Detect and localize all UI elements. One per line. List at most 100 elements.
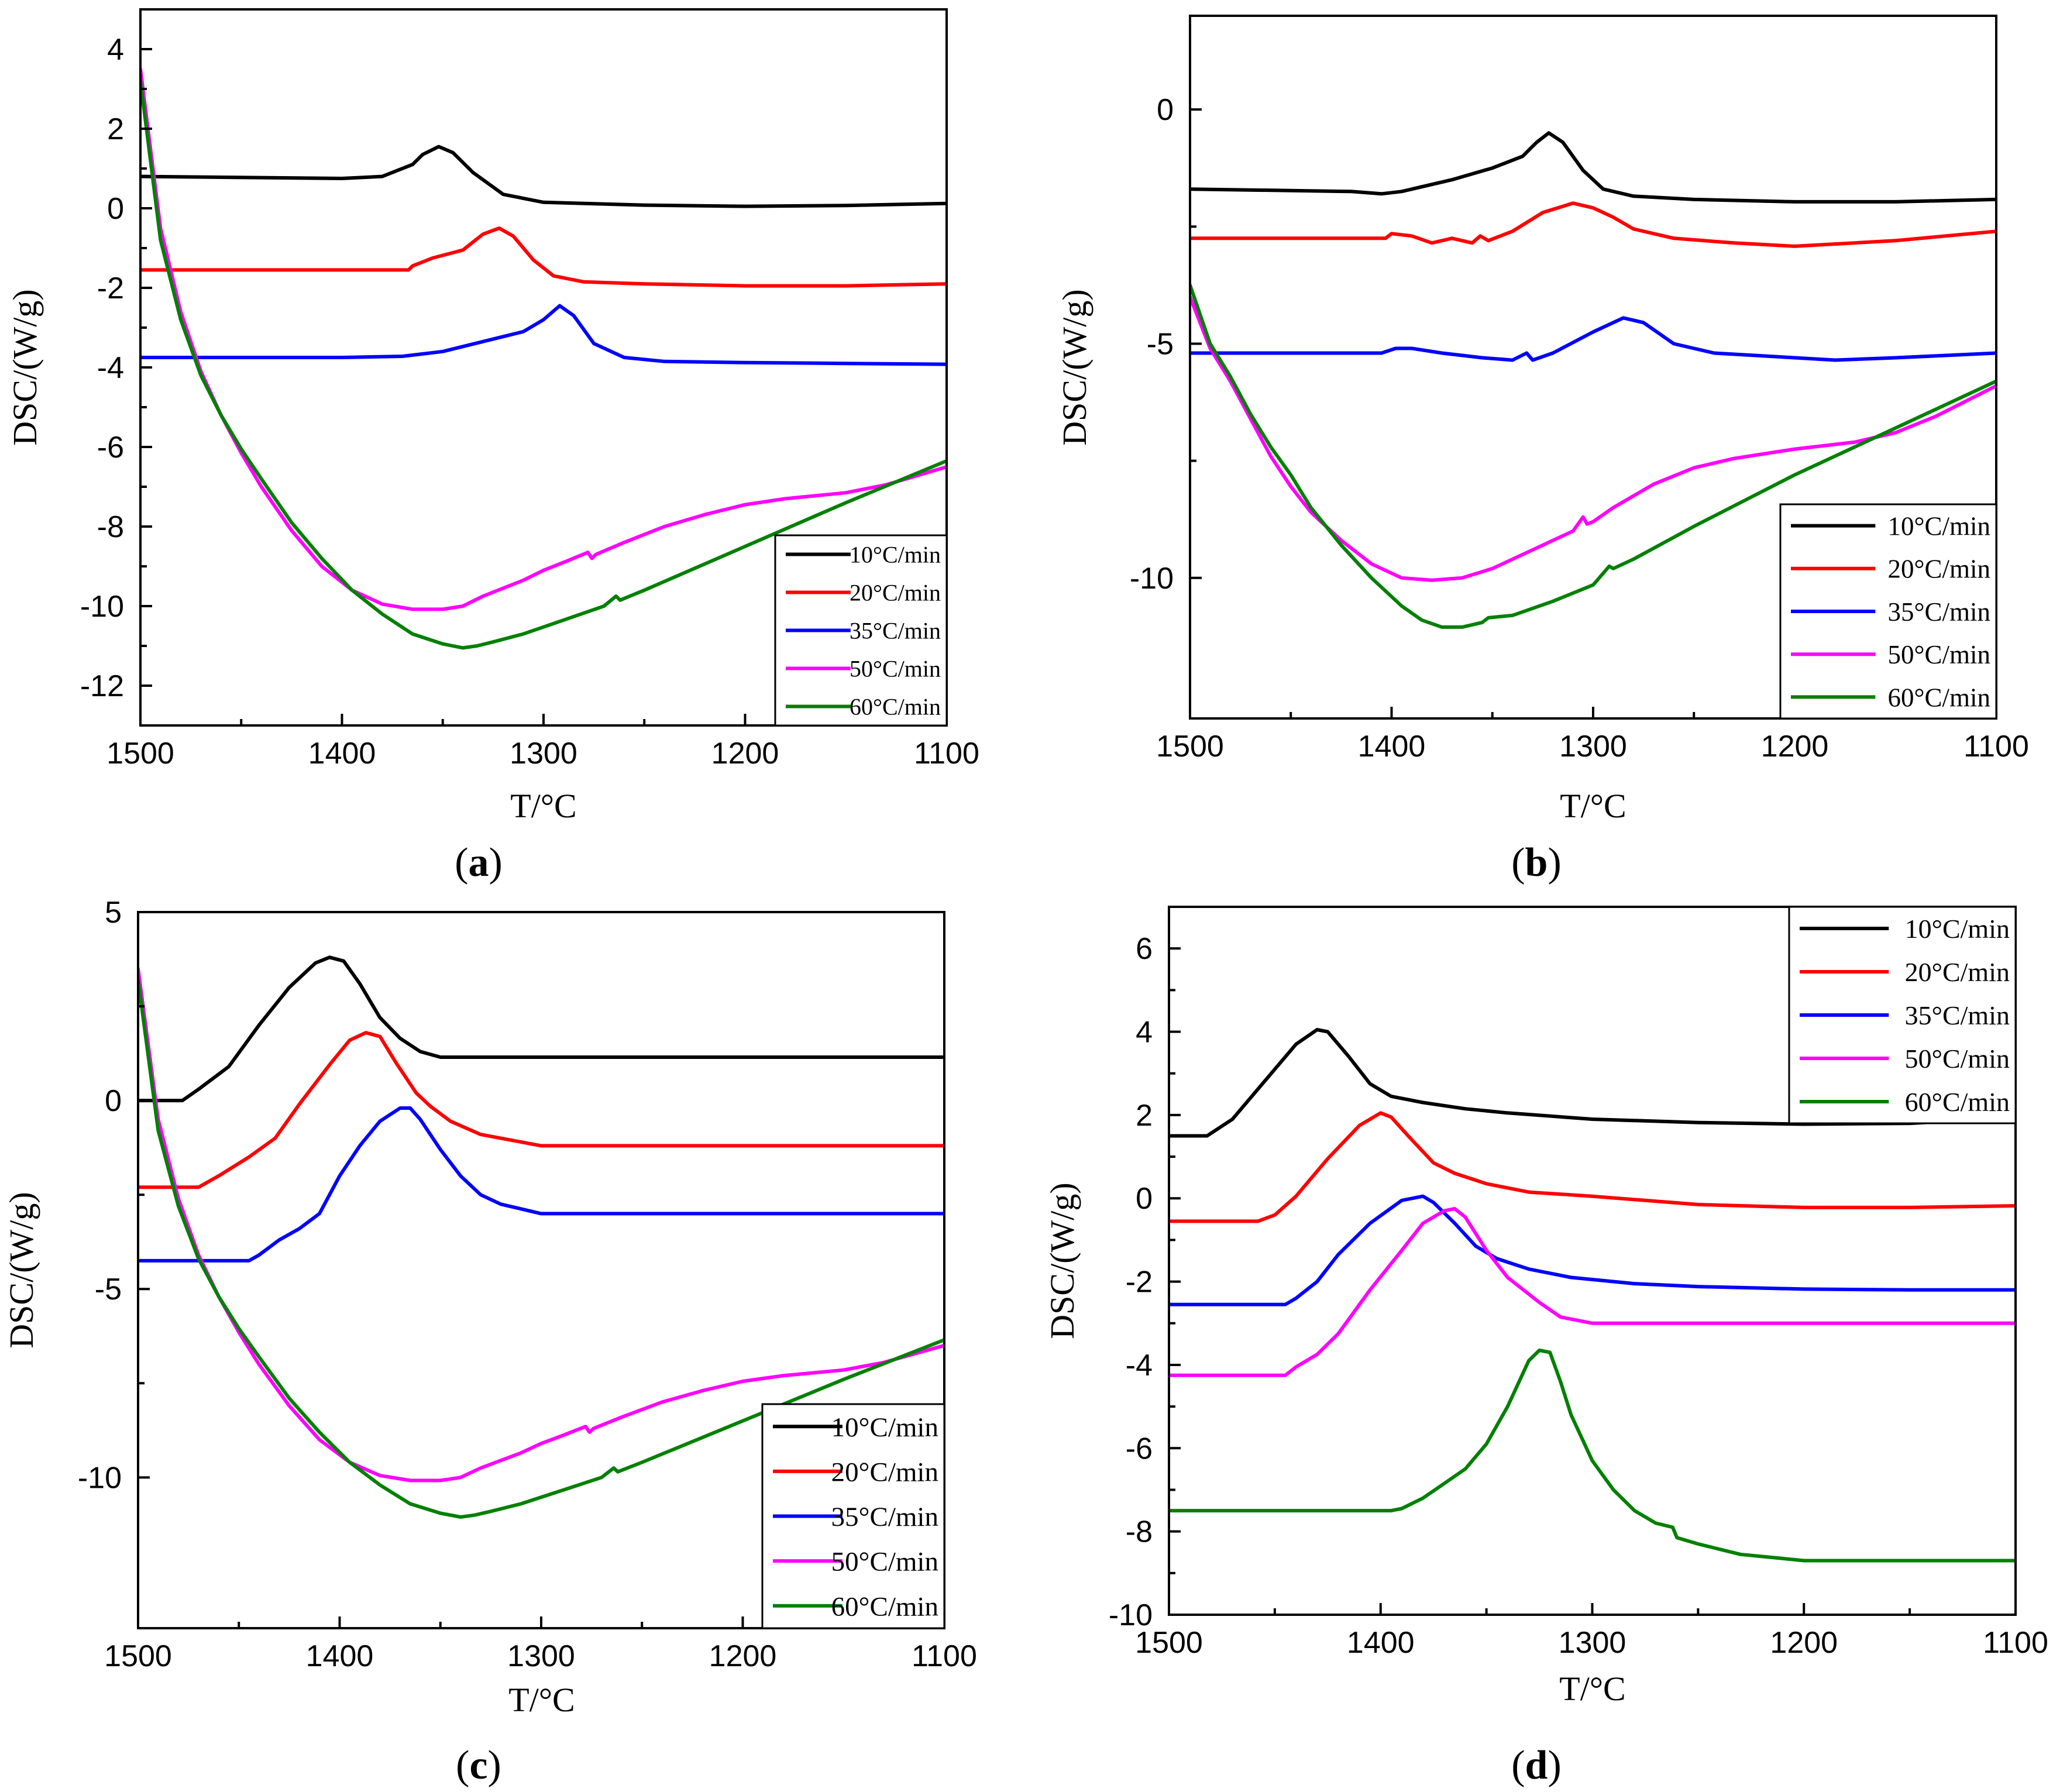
series-line-20-min <box>1190 201 1996 248</box>
y-tick-label: -5 <box>1147 327 1174 361</box>
x-tick-label: 1300 <box>507 1639 575 1673</box>
y-tick-label: 4 <box>1136 1016 1153 1050</box>
series-line-60-min <box>138 978 944 1519</box>
x-tick-label: 1200 <box>1761 730 1829 763</box>
x-tick-label: 1100 <box>1963 730 2029 763</box>
series-line-20-min <box>1169 1111 2016 1223</box>
y-tick-label: 0 <box>107 192 124 226</box>
legend-label: 20°C/min <box>1887 555 1990 584</box>
x-tick-label: 1100 <box>914 737 979 771</box>
x-tick-label: 1300 <box>1559 1626 1626 1660</box>
x-axis-title: T/°C <box>1559 1670 1625 1708</box>
legend: 10°C/min 20°C/min 35°C/min 50°C/min 60°C/min <box>761 1403 945 1629</box>
x-axis-title: T/°C <box>508 1681 575 1719</box>
y-tick-label: -10 <box>1130 562 1174 596</box>
legend-label: 20°C/min <box>850 580 941 606</box>
x-tick-label: 1400 <box>1347 1626 1415 1660</box>
y-tick-label: -10 <box>80 590 124 624</box>
y-tick-label: 5 <box>105 896 122 930</box>
series-line-20-min <box>140 226 947 288</box>
y-tick-label: 6 <box>1136 932 1153 966</box>
x-tick-label: 1100 <box>1983 1626 2048 1660</box>
series-line-10-min <box>138 955 944 1103</box>
x-tick-label: 1200 <box>1770 1626 1838 1660</box>
y-tick-label: -10 <box>78 1461 122 1495</box>
x-tick-label: 1500 <box>1156 730 1224 763</box>
series-line-35-min <box>138 1106 944 1263</box>
series-line-60-min <box>1190 283 1996 629</box>
y-tick-label: 2 <box>107 112 124 146</box>
legend: 10°C/min 20°C/min 35°C/min 50°C/min 60°C/min <box>1788 906 2017 1124</box>
y-tick-label: -12 <box>80 669 124 703</box>
x-tick-label: 1400 <box>308 737 376 771</box>
panel-label: (b) <box>1511 840 1562 885</box>
legend-label: 10°C/min <box>1887 511 1990 541</box>
legend-label: 20°C/min <box>831 1457 938 1488</box>
y-tick-label: -5 <box>95 1272 122 1306</box>
y-axis-title: DSC/(W/g) <box>2 1192 40 1348</box>
legend-label: 60°C/min <box>831 1591 938 1622</box>
y-tick-label: 0 <box>105 1084 122 1118</box>
legend-label: 10°C/min <box>850 542 941 568</box>
x-tick-label: 1500 <box>106 737 174 771</box>
legend-label: 20°C/min <box>1905 957 2010 987</box>
chart-panel-2: 1500 1400 1300 1200 1100 0 -5 -10 T/°C DSC/(W/g) (… <box>1055 15 2029 885</box>
legend-label: 60°C/min <box>1905 1087 2010 1117</box>
y-tick-label: -8 <box>1126 1515 1153 1549</box>
legend-label: 35°C/min <box>850 618 941 644</box>
legend-label: 50°C/min <box>831 1547 938 1577</box>
series-line-35-min <box>1190 316 1996 362</box>
x-axis-title: T/°C <box>510 787 576 825</box>
series-line-35-min <box>140 304 947 366</box>
y-tick-label: 0 <box>1136 1182 1153 1216</box>
x-tick-label: 1300 <box>1559 730 1627 763</box>
x-tick-label: 1100 <box>912 1639 977 1673</box>
y-tick-label: -10 <box>1109 1598 1153 1632</box>
y-tick-label: 0 <box>1157 93 1174 127</box>
chart-panel-4: 1500 1400 1300 1200 1100 6 4 2 0 -2 -4 -6 -8 -10 T/°C D… <box>1043 906 2048 1788</box>
series-line-10-min <box>140 145 947 208</box>
series-line-50-min <box>1190 295 1996 582</box>
legend-label: 60°C/min <box>1887 683 1990 712</box>
y-tick-label: -2 <box>97 271 124 305</box>
y-tick-label: -8 <box>97 510 124 544</box>
x-tick-label: 1500 <box>1135 1626 1203 1660</box>
x-tick-label: 1200 <box>711 737 779 771</box>
y-tick-label: -2 <box>1126 1265 1153 1299</box>
series-line-20-min <box>138 1031 944 1189</box>
y-axis-title: DSC/(W/g) <box>6 289 44 445</box>
panel-label: (a) <box>455 840 503 885</box>
y-axis-title: DSC/(W/g) <box>1055 289 1093 445</box>
series-line-35-min <box>1169 1194 2016 1306</box>
legend: 10°C/min 20°C/min 35°C/min 50°C/min 60°C/min <box>774 534 948 727</box>
x-tick-label: 1300 <box>510 737 577 771</box>
y-tick-label: 4 <box>107 33 124 67</box>
chart-panel-3: 1500 1400 1300 1200 1100 5 0 -5 -10 T/°C DSC/(W/g)… <box>2 896 977 1788</box>
x-tick-label: 1500 <box>104 1639 172 1673</box>
x-axis-title: T/°C <box>1560 787 1626 825</box>
legend-label: 35°C/min <box>1887 597 1990 627</box>
y-tick-label: 2 <box>1136 1099 1153 1133</box>
legend-label: 35°C/min <box>831 1502 938 1532</box>
legend-label: 35°C/min <box>1905 1000 2010 1030</box>
legend: 10°C/min 20°C/min 35°C/min 50°C/min 60°C/min <box>1779 503 1997 720</box>
y-tick-label: -4 <box>97 351 124 385</box>
series-line-60-min <box>140 79 947 650</box>
legend-label: 50°C/min <box>850 656 941 682</box>
series-line-50-min <box>140 67 947 611</box>
legend-label: 10°C/min <box>1905 914 2010 944</box>
legend-label: 50°C/min <box>1887 640 1990 669</box>
legend-label: 50°C/min <box>1905 1044 2010 1074</box>
series-line-50-min <box>1169 1207 2016 1377</box>
y-axis-title: DSC/(W/g) <box>1043 1182 1081 1339</box>
x-tick-label: 1200 <box>709 1639 777 1673</box>
panel-label: (c) <box>456 1743 501 1788</box>
y-tick-label: -6 <box>97 431 124 465</box>
y-tick-label: -6 <box>1126 1432 1153 1466</box>
legend-label: 10°C/min <box>831 1412 938 1443</box>
panel-label: (d) <box>1511 1743 1562 1788</box>
series-line-10-min <box>1190 131 1996 204</box>
y-tick-label: -4 <box>1126 1349 1153 1382</box>
chart-panel-1: 1500 1400 1300 1200 1100 4 2 0 -2 -4 -6 -8 -10 -12 T/°… <box>6 8 979 885</box>
